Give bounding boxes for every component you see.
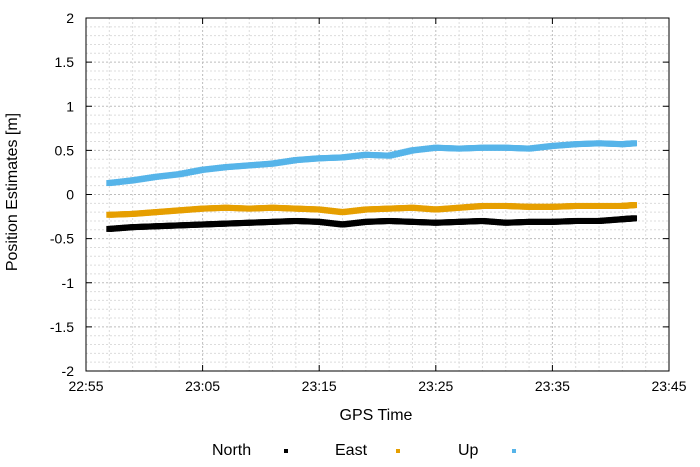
y-tick-label: 1.5	[55, 54, 75, 70]
trace-marker	[630, 202, 637, 209]
series-north	[106, 215, 638, 232]
axis-ticks: -2 -1.5 -1 -0.5 0 0.5 1 1.5 2 22:55 23:05 23:15 23:2…	[50, 10, 687, 394]
trace-marker	[220, 204, 227, 211]
trace-marker	[384, 205, 391, 212]
trace-marker	[407, 147, 414, 154]
trace-marker	[477, 203, 484, 210]
trace-marker	[594, 140, 601, 147]
trace-marker	[151, 223, 158, 230]
trace-marker	[524, 218, 531, 225]
trace-marker	[407, 204, 414, 211]
y-tick-label: -1.5	[50, 319, 74, 335]
trace-marker	[570, 218, 577, 225]
trace-marker	[244, 162, 251, 169]
trace-marker	[197, 205, 204, 212]
trace-marker	[630, 215, 637, 222]
trace-marker	[594, 202, 601, 209]
legend-label-up: Up	[458, 442, 479, 459]
trace-marker	[547, 143, 554, 150]
y-tick-label: 0.5	[55, 142, 75, 158]
y-tick-label: 1	[66, 98, 74, 114]
trace-marker	[570, 141, 577, 148]
trace-marker	[360, 206, 367, 213]
trace-marker	[360, 152, 367, 159]
trace-marker	[244, 205, 251, 212]
x-tick-label: 23:45	[651, 378, 686, 394]
trace-marker	[500, 219, 507, 226]
trace-marker	[477, 144, 484, 151]
x-axis-title: GPS Time	[340, 407, 413, 424]
y-tick-label: 2	[66, 10, 74, 26]
trace-marker	[314, 218, 321, 225]
legend-label-east: East	[335, 442, 368, 459]
trace-marker	[454, 218, 461, 225]
trace-marker	[267, 204, 274, 211]
series-layer	[106, 140, 638, 232]
trace-marker	[384, 152, 391, 159]
y-tick-label: -0.5	[50, 231, 74, 247]
trace-marker	[500, 144, 507, 151]
trace-marker	[197, 167, 204, 174]
trace-marker	[174, 171, 181, 178]
trace-marker	[547, 203, 554, 210]
x-tick-label: 22:55	[68, 378, 103, 394]
trace-marker	[454, 145, 461, 152]
trace-marker	[290, 205, 297, 212]
trace-marker	[594, 217, 601, 224]
legend-marker-north	[284, 449, 288, 453]
trace-marker	[500, 202, 507, 209]
trace-marker	[547, 218, 554, 225]
trace-marker	[360, 219, 367, 226]
trace-marker	[430, 206, 437, 213]
trace-marker	[174, 207, 181, 214]
trace-marker	[454, 204, 461, 211]
trace-marker	[197, 221, 204, 228]
trace-marker	[337, 208, 344, 215]
trace-marker	[127, 177, 134, 184]
trace-marker	[290, 218, 297, 225]
trace-marker	[630, 140, 637, 147]
trace-marker	[267, 218, 274, 225]
legend-marker-up	[512, 449, 516, 453]
x-tick-label: 23:35	[535, 378, 570, 394]
legend-label-north: North	[212, 442, 251, 459]
y-tick-label: 0	[66, 187, 74, 203]
series-up	[106, 140, 638, 187]
legend: North East Up	[212, 442, 516, 459]
trace-marker	[384, 218, 391, 225]
y-tick-label: -1	[62, 275, 75, 291]
trace-marker	[244, 219, 251, 226]
trace-marker	[127, 210, 134, 217]
trace-marker	[570, 203, 577, 210]
y-tick-label: -2	[62, 363, 75, 379]
trace-marker	[477, 218, 484, 225]
trace-marker	[220, 220, 227, 227]
trace-marker	[524, 203, 531, 210]
trace-marker	[524, 145, 531, 152]
trace-marker	[430, 219, 437, 226]
series-east	[106, 202, 638, 218]
x-tick-label: 23:25	[418, 378, 453, 394]
legend-marker-east	[396, 449, 400, 453]
trace-marker	[151, 209, 158, 216]
trace-marker	[290, 157, 297, 164]
trace-marker	[407, 218, 414, 225]
trace-marker	[430, 144, 437, 151]
trace-marker	[314, 155, 321, 162]
trace-marker	[337, 154, 344, 161]
trace-marker	[220, 164, 227, 171]
trace-marker	[151, 174, 158, 181]
trace-marker	[337, 221, 344, 228]
x-tick-label: 23:05	[185, 378, 220, 394]
trace-marker	[174, 222, 181, 229]
trace-marker	[314, 206, 321, 213]
y-axis-title: Position Estimates [m]	[4, 113, 21, 271]
trace-marker	[127, 224, 134, 231]
x-tick-label: 23:15	[302, 378, 337, 394]
grid	[85, 17, 670, 372]
trace-marker	[267, 160, 274, 167]
